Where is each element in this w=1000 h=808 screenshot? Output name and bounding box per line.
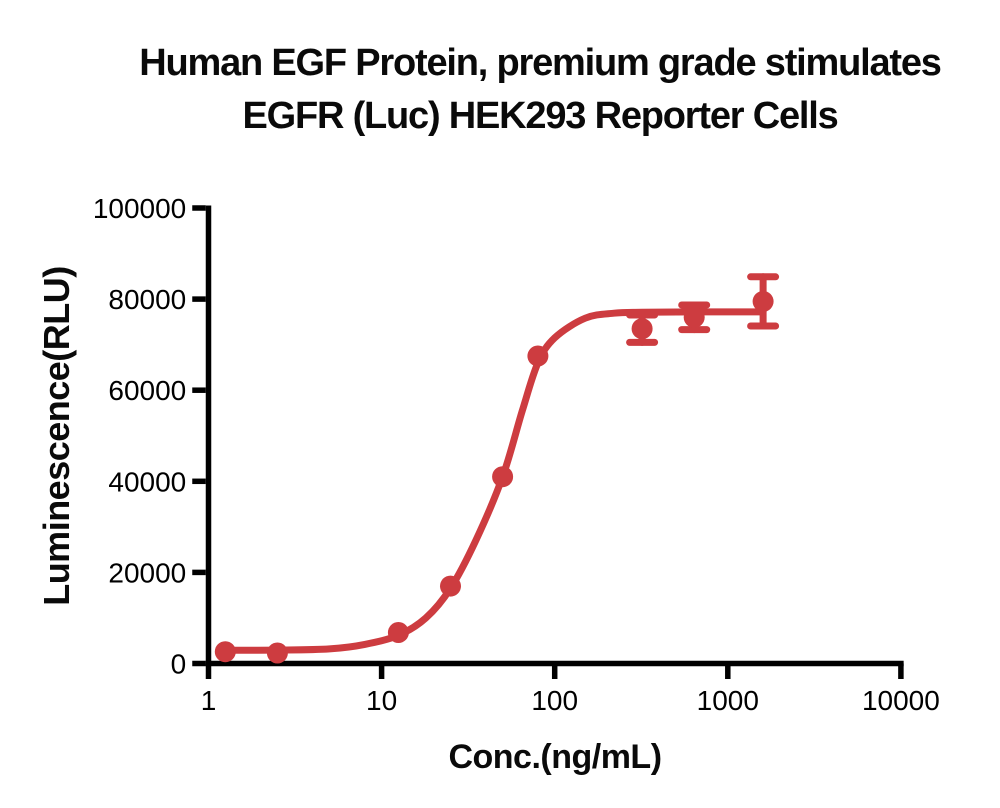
data-point	[527, 345, 549, 367]
x-tick-label: 100	[531, 685, 578, 716]
y-tick-label: 100000	[93, 193, 186, 224]
chart-title-line1: Human EGF Protein, premium grade stimula…	[139, 42, 942, 84]
data-point	[683, 306, 705, 328]
data-point	[266, 642, 288, 664]
data-point	[214, 641, 236, 663]
data-point	[752, 290, 774, 312]
data-point	[631, 318, 653, 340]
data-point	[492, 466, 514, 488]
y-tick-label: 40000	[108, 466, 186, 497]
y-tick-label: 60000	[108, 375, 186, 406]
y-tick-label: 80000	[108, 284, 186, 315]
x-tick-label: 1	[201, 685, 217, 716]
chart-title-line2: EGFR (Luc) HEK293 Reporter Cells	[242, 95, 838, 137]
y-tick-label: 0	[171, 649, 187, 680]
y-tick-label: 20000	[108, 557, 186, 588]
data-point	[440, 575, 461, 597]
x-tick-label: 10000	[862, 685, 940, 716]
x-tick-label: 10	[366, 685, 397, 716]
x-axis-label: Conc.(ng/mL)	[448, 738, 662, 776]
chart-title: Human EGF Protein, premium grade stimula…	[80, 37, 1000, 143]
data-point	[387, 622, 409, 643]
x-tick-label: 1000	[697, 685, 759, 716]
